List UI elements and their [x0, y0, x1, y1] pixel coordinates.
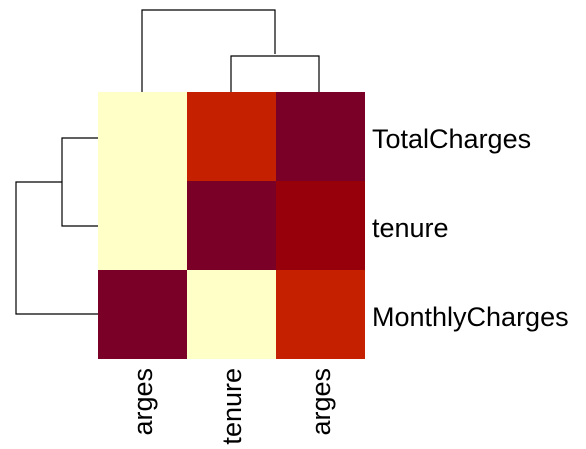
col-label-monthlycharges: arges: [128, 368, 158, 436]
row-label-totalcharges: TotalCharges: [372, 124, 531, 154]
heatmap-cell-r0-c0: [98, 92, 187, 181]
col-label-totalcharges: arges: [306, 368, 336, 436]
heatmap-cell-r1-c0: [98, 181, 187, 270]
row-dendro-link-outer: [15, 181, 98, 315]
col-dendro-link-inner: [230, 55, 320, 92]
row-dendro-link-inner: [61, 137, 98, 227]
heatmap-cell-r0-c1: [187, 92, 276, 181]
column-dendrogram: [141, 9, 320, 92]
row-dendrogram: [15, 137, 98, 315]
row-label-tenure: tenure: [372, 213, 449, 243]
heatmap-cell-r2-c1: [187, 270, 276, 359]
column-labels: arges tenure arges: [128, 368, 336, 445]
heatmap-cell-r2-c2: [276, 270, 365, 359]
row-labels: TotalCharges tenure MonthlyCharges: [372, 124, 569, 332]
heatmap-cell-r1-c2: [276, 181, 365, 270]
heatmap-cell-r0-c2: [276, 92, 365, 181]
heatmap-cell-r2-c0: [98, 270, 187, 359]
heatmap-cell-r1-c1: [187, 181, 276, 270]
col-label-tenure: tenure: [217, 368, 247, 445]
col-dendro-link-outer: [141, 9, 276, 92]
row-label-monthlycharges: MonthlyCharges: [372, 302, 569, 332]
heatmap-cells: [98, 92, 365, 359]
